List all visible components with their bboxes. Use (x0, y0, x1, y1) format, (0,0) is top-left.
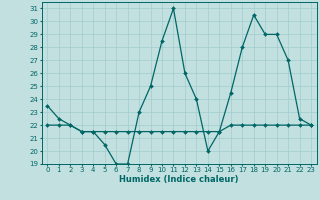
X-axis label: Humidex (Indice chaleur): Humidex (Indice chaleur) (119, 175, 239, 184)
